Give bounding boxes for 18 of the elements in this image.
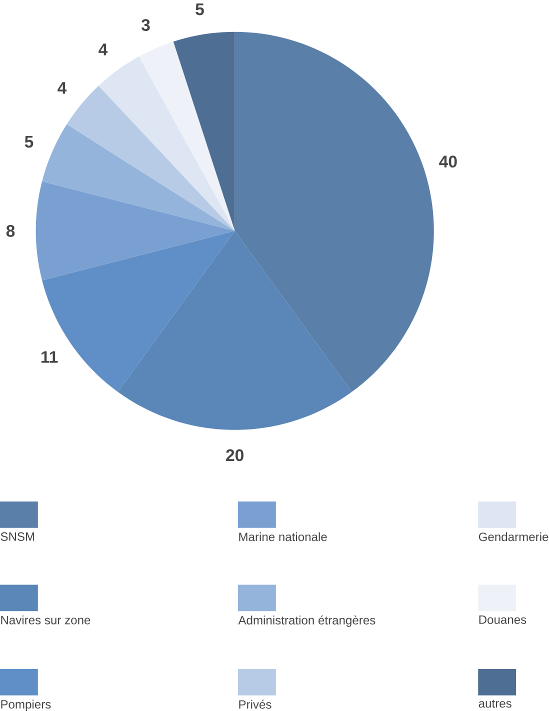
legend-label: Gendarmerie (479, 532, 548, 542)
legend-label: Administration étrangères (238, 616, 376, 627)
data-label: 11 (42, 351, 58, 363)
data-label: 20 (226, 449, 244, 462)
data-label: 5 (24, 136, 34, 148)
legend-label: SNSM (0, 532, 34, 541)
legend-label: Privés (239, 700, 272, 709)
data-label: 40 (439, 156, 457, 168)
data-label: 3 (142, 19, 150, 31)
legend-label: Navires sur zone (1, 616, 90, 624)
legend-label: Douanes (479, 616, 526, 624)
legend-label: autres (478, 700, 512, 708)
data-label: 4 (58, 82, 67, 94)
legend-label: Marine nationale (239, 532, 327, 542)
data-label: 8 (6, 224, 15, 237)
data-label: 5 (196, 3, 204, 16)
legend-label: Pompiers (1, 700, 51, 711)
data-label: 4 (98, 44, 108, 56)
